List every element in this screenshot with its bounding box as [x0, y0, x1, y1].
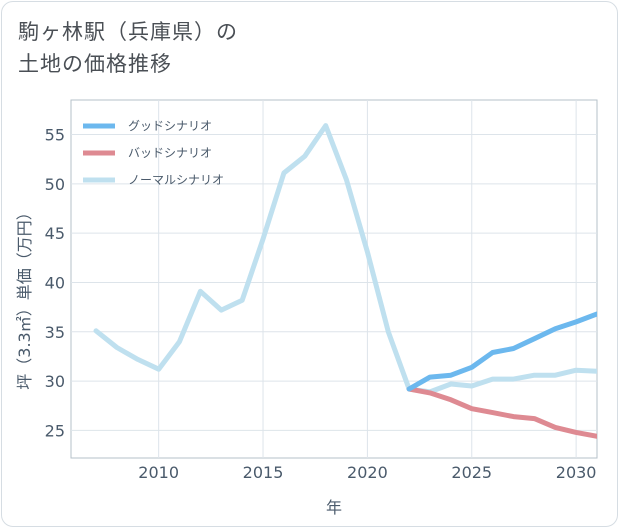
- y-tick-label-40: 40: [45, 273, 65, 292]
- y-axis-title: 坪（3.3㎡）単価（万円）: [15, 204, 34, 389]
- x-tick-label-2010: 2010: [138, 463, 179, 482]
- legend-label-0: グッドシナリオ: [128, 119, 212, 133]
- series-line-1: [406, 386, 597, 439]
- series-line-2: [406, 311, 597, 392]
- y-tick-label-50: 50: [45, 175, 65, 194]
- series-layer: [93, 123, 597, 439]
- y-tick-label-35: 35: [45, 323, 65, 342]
- y-tick-label-30: 30: [45, 372, 65, 391]
- legend-label-2: ノーマルシナリオ: [128, 173, 224, 187]
- x-tick-label-2020: 2020: [347, 463, 388, 482]
- y-tick-label-45: 45: [45, 224, 65, 243]
- title-line-1: 駒ヶ林駅（兵庫県）の: [18, 20, 238, 44]
- x-tick-label-2030: 2030: [556, 463, 597, 482]
- legend-label-1: バッドシナリオ: [128, 146, 212, 160]
- series-line-0: [93, 123, 597, 395]
- y-tick-label-25: 25: [45, 421, 65, 440]
- y-tick-label-55: 55: [45, 126, 65, 145]
- x-axis-title: 年: [326, 498, 342, 517]
- x-tick-label-2025: 2025: [451, 463, 492, 482]
- title-line-2: 土地の価格推移: [18, 52, 172, 76]
- tick-labels: 2010 2015 2020 2025 2030 25 30 35 40 45 50 55: [45, 126, 597, 482]
- x-tick-label-2015: 2015: [243, 463, 284, 482]
- chart-title: 駒ヶ林駅（兵庫県）の 土地の価格推移: [18, 16, 238, 80]
